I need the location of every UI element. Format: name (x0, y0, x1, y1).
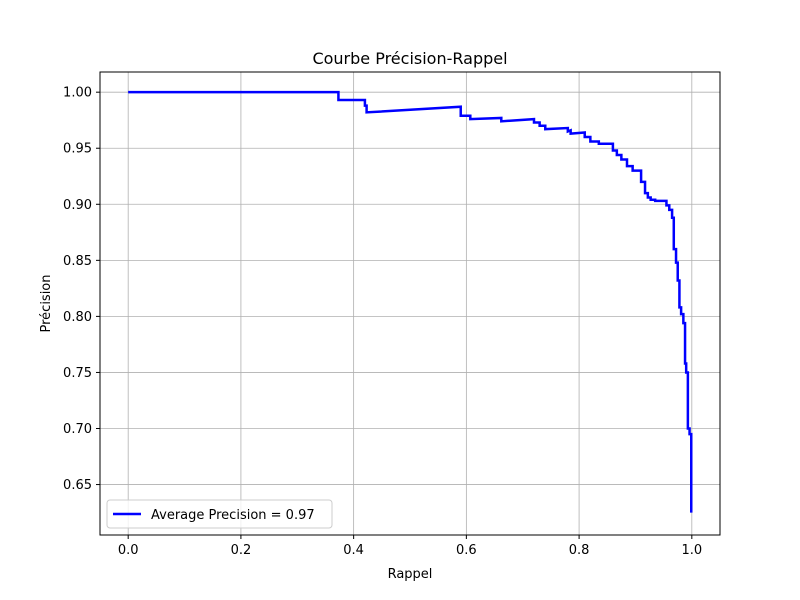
y-tick-label: 0.90 (63, 198, 92, 213)
x-tick-label: 0.2 (231, 543, 252, 558)
series-layer (128, 90, 693, 513)
y-axis-label: Précision (39, 274, 54, 332)
legend: Average Precision = 0.97 (106, 499, 333, 529)
series-line-pr-curve (128, 90, 693, 513)
y-tick-label: 0.75 (63, 366, 92, 381)
y-tick-label: 0.70 (63, 422, 92, 437)
x-tick-label: 1.0 (681, 543, 702, 558)
y-axis-ticks: 0.65 0.70 0.75 0.80 0.85 0.90 0.95 1.00 (63, 86, 100, 493)
y-tick-label: 0.95 (63, 142, 92, 157)
x-tick-label: 0.8 (569, 543, 590, 558)
y-tick-label: 1.00 (63, 86, 92, 101)
legend-box (106, 499, 333, 529)
x-tick-label: 0.4 (343, 543, 364, 558)
grid-lines (100, 72, 720, 535)
x-tick-label: 0.0 (118, 543, 139, 558)
legend-label: Average Precision = 0.97 (151, 508, 315, 523)
plot-frame (99, 71, 721, 536)
y-tick-label: 0.80 (63, 310, 92, 325)
y-tick-label: 0.65 (63, 478, 92, 493)
x-axis-ticks: 0.0 0.2 0.4 0.6 0.8 1.0 (118, 535, 702, 558)
x-axis-label: Rappel (388, 567, 433, 582)
y-tick-label: 0.85 (63, 254, 92, 269)
x-tick-label: 0.6 (456, 543, 477, 558)
chart-title: Courbe Précision-Rappel (312, 49, 507, 68)
